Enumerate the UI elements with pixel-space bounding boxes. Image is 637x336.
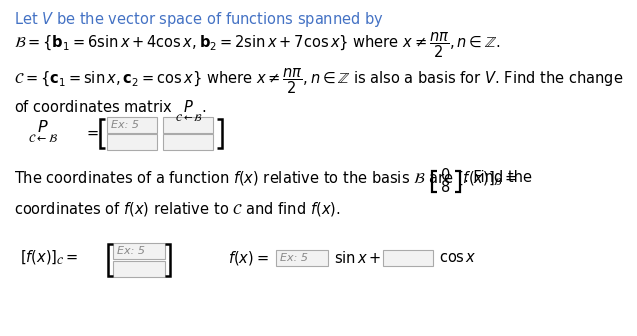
Text: 0: 0	[441, 168, 451, 183]
Text: Ex: 5: Ex: 5	[280, 253, 308, 263]
FancyBboxPatch shape	[113, 261, 165, 277]
FancyBboxPatch shape	[383, 250, 433, 266]
FancyBboxPatch shape	[107, 134, 157, 150]
Text: Let $V$ be the vector space of functions spanned by: Let $V$ be the vector space of functions…	[14, 10, 384, 29]
Text: $=$: $=$	[84, 125, 99, 139]
Text: $f(x) =$: $f(x) =$	[228, 249, 269, 267]
Text: $\underset{\mathcal{C}\leftarrow\mathcal{B}}{P}$: $\underset{\mathcal{C}\leftarrow\mathcal…	[28, 119, 58, 145]
Text: $\mathcal{C} = \{\mathbf{c}_1 = \sin x, \mathbf{c}_2 = \cos x\}$ where $x \neq \: $\mathcal{C} = \{\mathbf{c}_1 = \sin x, …	[14, 66, 623, 95]
FancyBboxPatch shape	[276, 250, 328, 266]
Text: of coordinates matrix $\underset{\mathcal{C}\leftarrow\mathcal{B}}{P}$.: of coordinates matrix $\underset{\mathca…	[14, 98, 206, 124]
Text: $\mathcal{B} = \{\mathbf{b}_1 = 6\sin x + 4\cos x, \mathbf{b}_2 = 2\sin x + 7\co: $\mathcal{B} = \{\mathbf{b}_1 = 6\sin x …	[14, 30, 501, 59]
Text: $[f(x)]_\mathcal{C} =$: $[f(x)]_\mathcal{C} =$	[20, 249, 78, 267]
Text: $\sin x +$: $\sin x +$	[334, 250, 382, 266]
Text: $\cos x$: $\cos x$	[439, 251, 476, 265]
FancyBboxPatch shape	[113, 243, 165, 259]
FancyBboxPatch shape	[107, 117, 157, 133]
Text: . Find the: . Find the	[464, 170, 532, 185]
Text: Ex: 5: Ex: 5	[117, 246, 145, 256]
Text: 8: 8	[441, 180, 450, 195]
FancyBboxPatch shape	[163, 117, 213, 133]
Text: Ex: 5: Ex: 5	[111, 120, 139, 130]
Text: The coordinates of a function $f(x)$ relative to the basis $\mathcal{B}$ are $[f: The coordinates of a function $f(x)$ rel…	[14, 170, 517, 188]
Text: coordinates of $f(x)$ relative to $\mathcal{C}$ and find $f(x)$.: coordinates of $f(x)$ relative to $\math…	[14, 200, 341, 218]
FancyBboxPatch shape	[163, 134, 213, 150]
